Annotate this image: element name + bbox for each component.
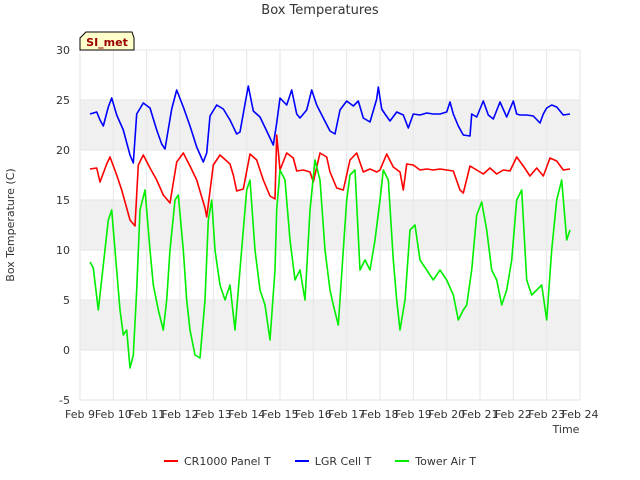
- y-tick-label: 10: [56, 244, 70, 257]
- x-tick-label: Feb 19: [395, 408, 432, 421]
- x-tick-label: Feb 10: [95, 408, 132, 421]
- y-axis-ticks: -5 0 5 10 15 20 25 30: [56, 44, 70, 407]
- grid-lines: [79, 49, 581, 401]
- y-tick-label: 15: [56, 194, 70, 207]
- legend-label: CR1000 Panel T: [184, 454, 271, 468]
- x-tick-label: Feb 9: [65, 408, 95, 421]
- legend-swatch: [164, 460, 178, 462]
- x-axis-label: Time: [552, 423, 580, 436]
- x-tick-label: Feb 18: [362, 408, 399, 421]
- legend-item-lgr-cell-t: LGR Cell T: [294, 454, 372, 468]
- plot-band: [80, 350, 580, 400]
- legend-swatch: [395, 460, 410, 462]
- x-tick-label: Feb 17: [328, 408, 365, 421]
- y-tick-label: 25: [56, 94, 70, 107]
- plot-bands: [80, 50, 580, 400]
- plot-band: [80, 50, 580, 100]
- x-tick-label: Feb 20: [428, 408, 465, 421]
- series-line-lgr-cell-t: [89, 85, 571, 164]
- x-tick-label: Feb 21: [462, 408, 499, 421]
- legend-label: LGR Cell T: [314, 454, 372, 468]
- plot-band: [80, 200, 580, 250]
- y-tick-label: 5: [63, 294, 70, 307]
- chart-title: Box Temperatures: [261, 3, 379, 18]
- annotation-label: SI_met: [86, 36, 128, 49]
- x-tick-label: Feb 11: [128, 408, 165, 421]
- x-tick-label: Feb 14: [228, 408, 265, 421]
- x-tick-label: Feb 12: [162, 408, 199, 421]
- legend-item-tower-air-t: Tower Air T: [395, 455, 476, 468]
- y-tick-label: 20: [56, 144, 70, 157]
- series-line-cr1000-panel-t: [89, 134, 571, 227]
- site-annotation: SI_met: [79, 31, 135, 51]
- annotation-box: [79, 31, 135, 51]
- x-tick-label: Feb 22: [495, 408, 532, 421]
- legend-swatch: [294, 460, 309, 462]
- x-tick-label: Feb 13: [195, 408, 232, 421]
- y-tick-label: 0: [63, 344, 70, 357]
- legend: CR1000 Panel T LGR Cell T Tower Air T: [0, 452, 640, 470]
- x-tick-label: Feb 24: [562, 408, 599, 421]
- x-tick-label: Feb 16: [295, 408, 332, 421]
- x-tick-label: Feb 23: [528, 408, 565, 421]
- y-tick-label: 30: [56, 44, 70, 57]
- series-line-tower-air-t: [89, 159, 571, 369]
- series-lines: [89, 85, 571, 369]
- legend-label: Tower Air T: [415, 454, 476, 468]
- legend-item-cr1000-panel-t: CR1000 Panel T: [164, 455, 271, 468]
- plot-band: [80, 300, 580, 350]
- plot-band: [80, 150, 580, 200]
- y-tick-label: -5: [59, 394, 70, 407]
- y-axis-label: Box Temperature (C): [4, 168, 17, 281]
- x-tick-label: Feb 15: [262, 408, 299, 421]
